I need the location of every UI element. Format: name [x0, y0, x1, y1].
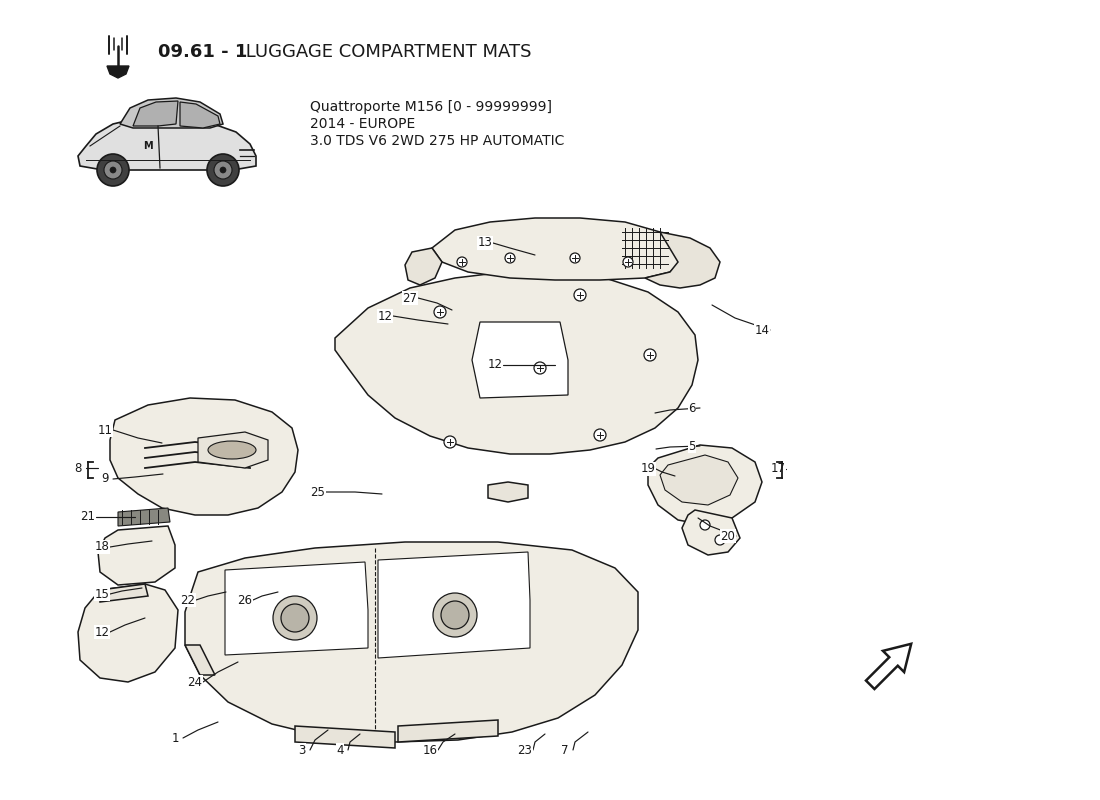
Circle shape: [110, 167, 115, 173]
Text: 4: 4: [337, 743, 343, 757]
Polygon shape: [472, 322, 568, 398]
Polygon shape: [100, 584, 148, 602]
Text: 3.0 TDS V6 2WD 275 HP AUTOMATIC: 3.0 TDS V6 2WD 275 HP AUTOMATIC: [310, 134, 564, 148]
Text: 22: 22: [180, 594, 196, 606]
Polygon shape: [405, 248, 442, 285]
Polygon shape: [180, 102, 220, 128]
Polygon shape: [866, 644, 911, 689]
Polygon shape: [133, 101, 178, 126]
Text: 27: 27: [403, 291, 418, 305]
Circle shape: [534, 362, 546, 374]
Circle shape: [594, 429, 606, 441]
Polygon shape: [488, 482, 528, 502]
Polygon shape: [648, 445, 762, 525]
Circle shape: [214, 161, 232, 179]
Polygon shape: [110, 398, 298, 515]
Text: 14: 14: [755, 323, 770, 337]
Polygon shape: [107, 66, 129, 78]
Text: M: M: [143, 141, 153, 151]
Text: 12: 12: [377, 310, 393, 322]
Text: Quattroporte M156 [0 - 99999999]: Quattroporte M156 [0 - 99999999]: [310, 100, 552, 114]
Circle shape: [505, 253, 515, 263]
Polygon shape: [198, 432, 268, 468]
Polygon shape: [432, 218, 680, 280]
Circle shape: [644, 349, 656, 361]
Text: 11: 11: [98, 423, 112, 437]
Text: 26: 26: [238, 594, 253, 606]
Circle shape: [574, 289, 586, 301]
Text: 16: 16: [422, 743, 438, 757]
Polygon shape: [645, 232, 720, 288]
Circle shape: [456, 257, 468, 267]
Circle shape: [441, 601, 469, 629]
Circle shape: [97, 154, 129, 186]
Text: 09.61 - 1: 09.61 - 1: [158, 43, 248, 61]
Polygon shape: [226, 562, 368, 655]
Text: 7: 7: [561, 743, 569, 757]
Ellipse shape: [208, 441, 256, 459]
Polygon shape: [398, 720, 498, 742]
Circle shape: [433, 593, 477, 637]
Circle shape: [280, 604, 309, 632]
Polygon shape: [682, 510, 740, 555]
Polygon shape: [336, 272, 698, 454]
Polygon shape: [78, 118, 256, 170]
Text: 12: 12: [487, 358, 503, 371]
Circle shape: [700, 520, 710, 530]
Polygon shape: [185, 645, 214, 675]
Polygon shape: [118, 508, 170, 526]
Circle shape: [570, 253, 580, 263]
Text: 21: 21: [80, 510, 96, 523]
Text: 25: 25: [310, 486, 326, 498]
Circle shape: [104, 161, 122, 179]
Polygon shape: [78, 584, 178, 682]
Text: 24: 24: [187, 675, 202, 689]
Text: 18: 18: [95, 541, 109, 554]
Polygon shape: [378, 552, 530, 658]
Circle shape: [623, 257, 632, 267]
Polygon shape: [295, 726, 395, 748]
Text: 13: 13: [477, 237, 493, 250]
Text: LUGGAGE COMPARTMENT MATS: LUGGAGE COMPARTMENT MATS: [240, 43, 531, 61]
Text: 23: 23: [518, 743, 532, 757]
Text: 5: 5: [689, 439, 695, 453]
Text: 19: 19: [640, 462, 656, 475]
Text: 2014 - EUROPE: 2014 - EUROPE: [310, 117, 416, 131]
Polygon shape: [660, 455, 738, 505]
Text: 1: 1: [172, 731, 178, 745]
Text: 12: 12: [95, 626, 110, 638]
Polygon shape: [98, 526, 175, 585]
Text: 9: 9: [101, 473, 109, 486]
Text: 6: 6: [689, 402, 695, 414]
Text: 15: 15: [95, 587, 109, 601]
Polygon shape: [120, 98, 223, 128]
Text: 20: 20: [720, 530, 736, 542]
Circle shape: [273, 596, 317, 640]
Text: 3: 3: [298, 743, 306, 757]
Circle shape: [207, 154, 239, 186]
Circle shape: [434, 306, 446, 318]
Circle shape: [444, 436, 456, 448]
Circle shape: [220, 167, 225, 173]
Polygon shape: [185, 542, 638, 742]
Text: 17: 17: [770, 462, 785, 475]
Text: 8: 8: [75, 462, 81, 474]
Circle shape: [715, 535, 725, 545]
